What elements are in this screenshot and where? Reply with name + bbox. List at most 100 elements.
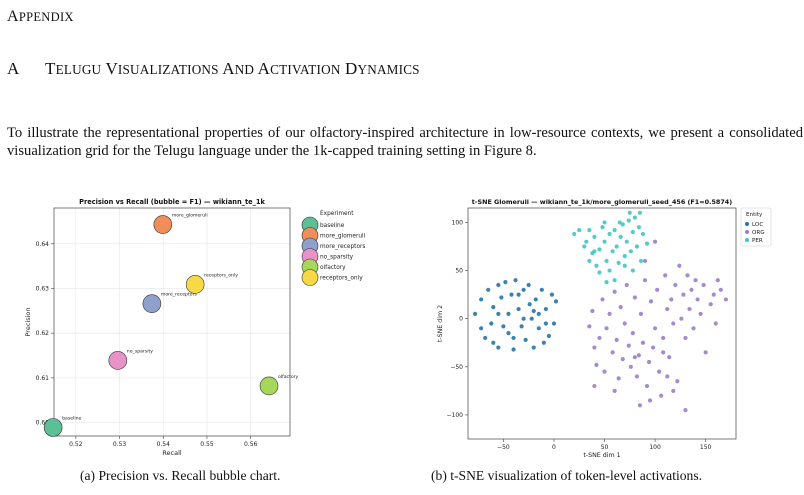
point-org [685,273,690,278]
plot-frame [467,207,737,440]
point-org [647,398,653,403]
point-org [657,369,662,374]
y-tick-label: 0.61 [36,375,50,382]
point-loc [536,311,541,316]
point-org [689,287,694,292]
legend-marker-loc [745,222,749,226]
point-org [644,383,650,389]
point-loc [499,295,504,300]
point-per [620,222,625,227]
point-per [640,231,646,237]
x-tick-label: 100 [649,444,661,451]
legend-box [740,207,772,247]
point-org [675,379,680,384]
bubble-label-more_receptors: more_receptors [161,292,198,298]
point-org [698,311,703,316]
legend-title: Experiment [320,211,354,217]
point-per [602,239,607,244]
point-org [663,273,668,278]
point-per [610,249,615,254]
point-loc [501,324,506,329]
point-org [642,258,648,264]
point-per [630,229,635,235]
point-org [640,340,646,345]
point-loc [496,282,501,288]
point-org [634,374,639,379]
section-number: A [7,59,20,78]
point-org [661,335,666,341]
tsne-scatter-chart: t-SNE Glomeruli — wikiann_te_1k/more_glo… [437,198,772,459]
point-org [632,295,637,300]
point-org [661,350,666,355]
point-org [671,321,676,326]
x-tick-label: −50 [497,444,510,451]
point-loc [541,340,546,345]
point-per [644,241,650,246]
point-per [612,278,617,283]
point-per [587,228,592,233]
point-loc [489,321,494,326]
point-org [607,311,612,316]
point-org [636,353,642,358]
chart-b-title: t-SNE Glomeruli — wikiann_te_1k/more_glo… [472,198,732,206]
point-loc [506,311,511,316]
point-org [673,282,678,288]
legend-marker-receptors_only [301,269,319,286]
point-per [630,268,635,273]
bubble-label-no_sparsity: no_sparsity [127,348,154,354]
point-loc [529,316,534,321]
point-org [667,355,672,360]
point-org [626,343,631,348]
point-org [612,388,617,393]
bubble-label-baseline: baseline [62,416,81,422]
y-tick-label: 0.63 [36,285,50,292]
x-tick-label: 50 [601,444,609,451]
point-org [665,374,670,379]
y-tick-label: 100 [452,219,464,226]
point-org [681,292,686,297]
point-loc [472,311,478,316]
point-loc [509,292,514,297]
point-loc [543,321,548,326]
point-org [687,306,692,312]
y-axis-label: t-SNE dim 2 [437,305,444,342]
legend-marker-org [745,230,749,234]
point-org [655,287,660,292]
point-per [604,280,609,285]
point-org [659,393,664,398]
point-org [718,287,723,292]
point-org [683,408,688,413]
point-per [572,231,577,237]
point-org [637,403,643,408]
bubble-olfactory [259,376,279,396]
y-tick-label: 0.64 [36,241,50,248]
point-org [620,357,625,362]
point-org [652,326,658,331]
point-per [614,244,619,249]
point-loc [519,324,524,329]
point-org [695,297,700,302]
point-org [652,239,658,244]
point-per [622,254,627,259]
precision-recall-bubble-chart: Precision vs Recall (bubble = F1) — wiki… [24,198,366,457]
x-tick-label: 0.55 [200,441,214,448]
y-tick-label: −50 [450,364,463,371]
point-loc [531,345,536,350]
point-org [648,299,654,304]
caption-a: (a) Precision vs. Recall bubble chart. [80,468,281,483]
point-org [693,278,698,283]
point-loc [479,297,484,302]
point-loc [527,302,532,307]
legend-label-baseline: baseline [320,223,345,229]
point-per [607,268,612,273]
point-per [597,247,602,252]
point-per [587,258,592,264]
point-org [624,282,629,288]
point-per [626,218,631,223]
point-org [711,292,716,297]
point-loc [551,321,557,326]
point-per [634,244,639,249]
plot-frame [53,207,291,437]
point-org [594,362,599,367]
point-loc [516,306,521,312]
